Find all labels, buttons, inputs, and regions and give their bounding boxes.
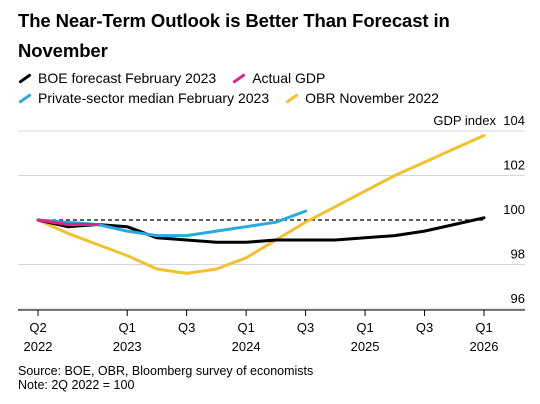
legend-label-actual: Actual GDP — [252, 70, 326, 86]
x-tick-label: Q1 — [475, 320, 492, 335]
series-line-actual-gdp — [36, 218, 99, 226]
legend-label-private: Private-sector median February 2023 — [38, 90, 270, 106]
legend-item-obr: OBR November 2022 — [285, 88, 439, 108]
legend-row: BOE forecast February 2023 Actual GDP — [18, 68, 528, 88]
series-line-boe-forecast-february-2023 — [36, 216, 486, 244]
x-tick-year-label: 2022 — [24, 339, 53, 354]
y-tick-label: 96 — [511, 291, 525, 306]
legend-swatch-actual — [232, 72, 246, 84]
legend-label-boe: BOE forecast February 2023 — [38, 70, 217, 86]
legend-label-obr: OBR November 2022 — [305, 90, 439, 106]
legend-item-actual: Actual GDP — [232, 68, 325, 88]
chart-title: The Near-Term Outlook is Better Than For… — [18, 10, 450, 61]
y-axis-title: GDP index — [433, 113, 496, 128]
y-tick-label: 102 — [503, 158, 525, 173]
base-note: Note: 2Q 2022 = 100 — [18, 378, 135, 392]
legend-item-boe: BOE forecast February 2023 — [18, 68, 216, 88]
legend-swatch-boe — [18, 72, 32, 84]
y-tick-label: 98 — [511, 247, 525, 262]
chart-legend: BOE forecast February 2023 Actual GDP Pr… — [18, 68, 528, 108]
line-chart: 96 98 100 102 104 GDP index Q2 2022 Q1 2023 Q3 Q1 20… — [18, 113, 525, 354]
x-tick-label: Q3 — [297, 320, 314, 335]
x-tick-year-label: 2026 — [470, 339, 499, 354]
x-tick-label: Q2 — [29, 320, 46, 335]
chart-footer: Source: BOE, OBR, Bloomberg survey of ec… — [18, 364, 313, 392]
x-tick-year-label: 2023 — [113, 339, 142, 354]
series-line-obr-november-2022 — [36, 134, 486, 275]
y-tick-label: 104 — [503, 113, 525, 128]
legend-item-private: Private-sector median February 2023 — [18, 88, 269, 108]
x-tick-label: Q3 — [178, 320, 195, 335]
x-tick-label: Q1 — [237, 320, 254, 335]
y-tick-label: 100 — [503, 202, 525, 217]
x-tick-label: Q1 — [356, 320, 373, 335]
legend-row: Private-sector median February 2023 OBR … — [18, 88, 528, 108]
x-tick-year-label: 2024 — [232, 339, 261, 354]
x-tick-label: Q1 — [119, 320, 136, 335]
x-tick-label: Q3 — [416, 320, 433, 335]
source-note: Source: BOE, OBR, Bloomberg survey of ec… — [18, 364, 314, 378]
x-tick-year-label: 2025 — [351, 339, 380, 354]
